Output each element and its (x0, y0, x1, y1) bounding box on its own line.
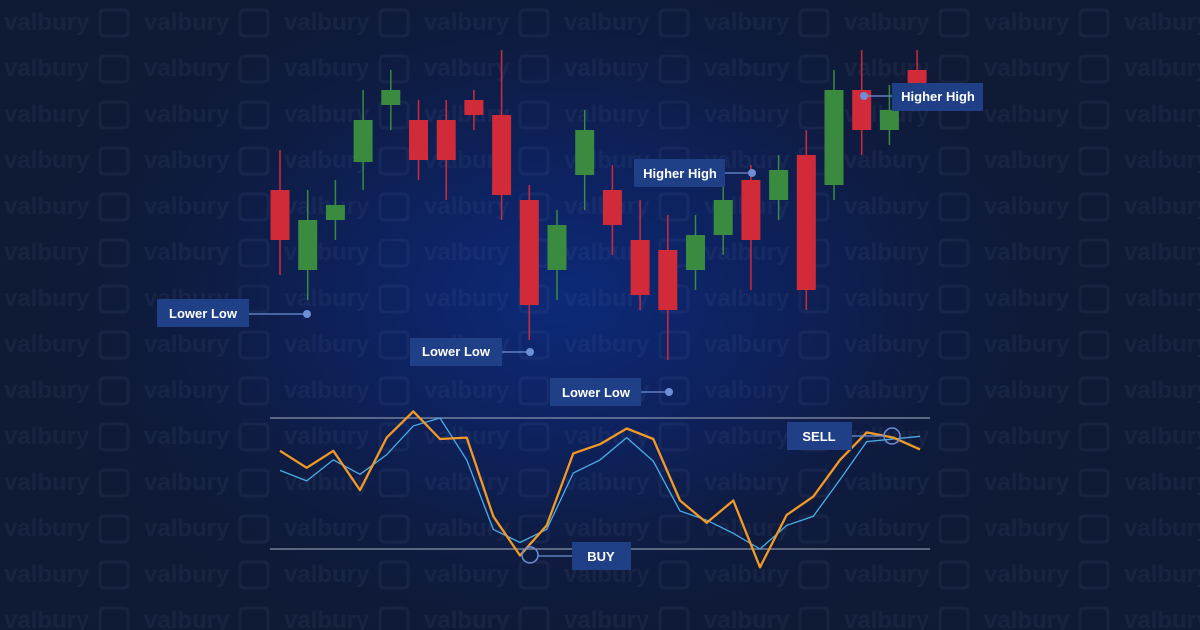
annotations: Lower Low Lower Low Lower Low Higher Hig… (157, 83, 983, 570)
candle (852, 50, 872, 155)
oscillator-main-line (279, 410, 921, 569)
oscillator-panel (270, 410, 930, 569)
candle (270, 150, 290, 275)
candle (492, 50, 512, 220)
buy-label: BUY (587, 549, 615, 564)
candle-body (492, 115, 512, 195)
lower-low-text-2: Lower Low (422, 344, 491, 359)
lower-low-text-1: Lower Low (169, 306, 238, 321)
candle (575, 110, 595, 210)
candle-body (270, 190, 290, 240)
candlestick-series (270, 50, 927, 360)
oscillator-signal-line (279, 417, 921, 550)
candle (602, 165, 622, 255)
higher-high-text-2: Higher High (901, 89, 975, 104)
higher-high-label-1: Higher High (634, 159, 756, 187)
candle-body (547, 225, 567, 270)
candle-body (381, 90, 401, 105)
lower-low-label-3: Lower Low (550, 378, 673, 406)
candle-body (658, 250, 678, 310)
candle (436, 100, 456, 200)
candle-body (575, 130, 595, 175)
candle (464, 90, 484, 130)
lower-low-text-3: Lower Low (562, 385, 631, 400)
candle-body (436, 120, 456, 160)
candle (325, 180, 345, 240)
higher-high-label-2: Higher High (860, 83, 983, 111)
candle-body (741, 180, 761, 240)
lower-low-label-1: Lower Low (157, 299, 311, 327)
candle (713, 175, 733, 255)
candle-body (464, 100, 484, 115)
candle-body (686, 235, 705, 270)
candle (381, 70, 401, 130)
candle-body (769, 170, 789, 200)
candle (879, 85, 899, 145)
candle (686, 215, 705, 290)
candle (769, 155, 789, 220)
candle-body (852, 90, 872, 130)
candle-body (409, 120, 428, 160)
higher-high-text-1: Higher High (643, 166, 717, 181)
candle-body (713, 200, 733, 235)
candle-body (879, 110, 899, 130)
sell-signal: SELL (787, 422, 901, 450)
sell-label: SELL (802, 429, 835, 444)
candle (796, 130, 816, 310)
candle (547, 210, 567, 300)
lower-low-label-2: Lower Low (410, 338, 534, 366)
candle-body (824, 90, 844, 185)
candle (519, 185, 539, 340)
candle (741, 165, 761, 290)
candle (353, 90, 373, 190)
candle-body (298, 220, 318, 270)
candle-body (907, 70, 927, 85)
buy-signal: BUY (521, 542, 631, 570)
candle-body (602, 190, 622, 225)
candle-body (325, 205, 345, 220)
candle-body (353, 120, 373, 162)
candle (409, 100, 428, 180)
candle (658, 215, 678, 360)
candle (630, 200, 650, 310)
candle (824, 70, 844, 200)
candle-body (630, 240, 650, 295)
candle-body (519, 200, 539, 305)
candle-body (796, 155, 816, 290)
candle (298, 190, 318, 300)
